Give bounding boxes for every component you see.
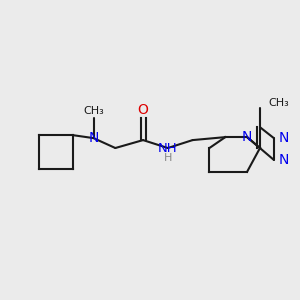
Text: N: N xyxy=(88,131,99,145)
Text: H: H xyxy=(164,153,172,163)
Text: CH₃: CH₃ xyxy=(83,106,104,116)
Text: N: N xyxy=(279,153,289,167)
Text: N: N xyxy=(279,131,289,145)
Text: O: O xyxy=(138,103,148,117)
Text: N: N xyxy=(242,130,252,144)
Text: NH: NH xyxy=(158,142,178,154)
Text: CH₃: CH₃ xyxy=(268,98,289,108)
